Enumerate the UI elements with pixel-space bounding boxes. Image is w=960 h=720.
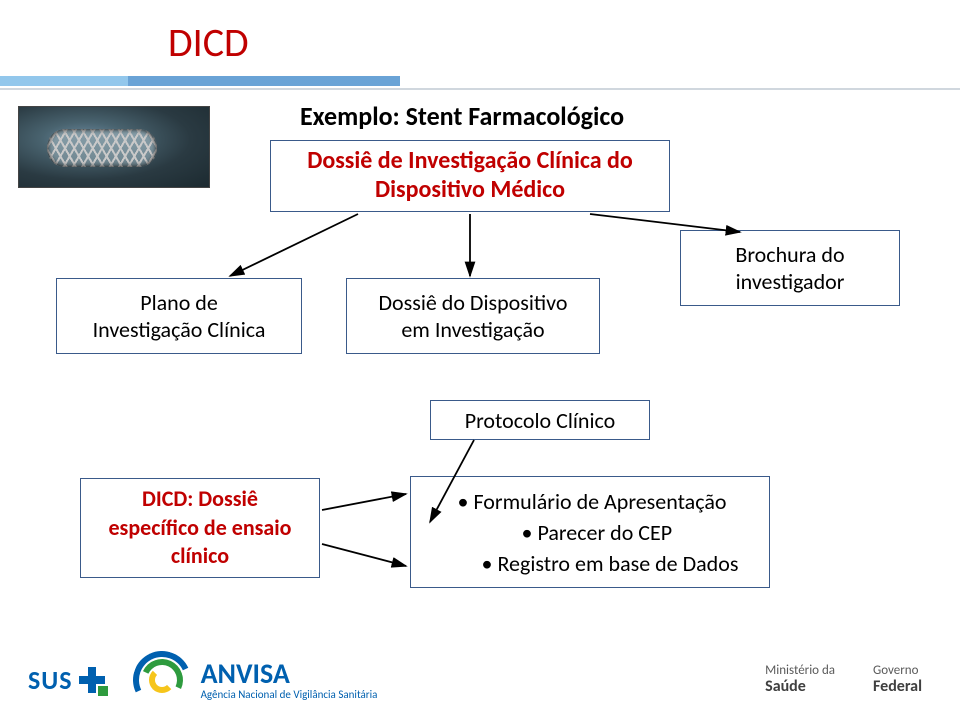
- federal-government: Governo Federal: [873, 664, 922, 696]
- text-line: específico de ensaio: [108, 514, 291, 543]
- slide-title: DICD: [168, 18, 249, 67]
- logo-sus: SUS: [28, 664, 105, 696]
- header-underline: [0, 88, 960, 90]
- text-line: clínico: [171, 542, 229, 571]
- text-line: Protocolo Clínico: [465, 407, 616, 434]
- footer-logos: SUS ANVISA Agência Nacional de Vigilânci…: [0, 640, 960, 720]
- text-line: Dossiê do Dispositivo: [378, 289, 567, 317]
- list-item: Parecer do CEP: [442, 519, 739, 546]
- text-line: Federal: [873, 678, 922, 696]
- box-dossier-clinical-device: Dossiê de Investigação Clínica do Dispos…: [270, 140, 670, 212]
- bullet-list: Formulário de Apresentação Parecer do CE…: [442, 484, 739, 581]
- slide: DICD Exemplo: Stent Farmacológico Dossiê…: [0, 0, 960, 720]
- text-line: em Investigação: [401, 316, 544, 344]
- list-item: Formulário de Apresentação: [442, 488, 739, 515]
- anvisa-text: ANVISA Agência Nacional de Vigilância Sa…: [201, 660, 378, 701]
- text-line: Saúde: [765, 678, 835, 696]
- stent-mesh-icon: [47, 129, 157, 167]
- plus-icon: [79, 667, 105, 693]
- anvisa-mark-icon: [133, 651, 191, 709]
- text-line: Dossiê de Investigação Clínica do: [307, 147, 633, 176]
- logo-anvisa: ANVISA Agência Nacional de Vigilância Sa…: [133, 651, 378, 709]
- text-line: DICD: Dossiê: [142, 485, 258, 514]
- box-investigator-brochure: Brochura do investigador: [680, 230, 900, 306]
- text-line: Dispositivo Médico: [375, 176, 565, 205]
- anvisa-subtitle: Agência Nacional de Vigilância Sanitária: [201, 688, 378, 701]
- box-investigation-plan: Plano de Investigação Clínica: [56, 278, 302, 354]
- box-dicd-specific: DICD: Dossiê específico de ensaio clínic…: [80, 478, 320, 578]
- sus-text: SUS: [28, 664, 73, 696]
- anvisa-name: ANVISA: [201, 660, 378, 688]
- header-color-bar: [0, 76, 400, 86]
- box-bullet-list: Formulário de Apresentação Parecer do CE…: [410, 476, 770, 588]
- text-line: Ministério da: [765, 664, 835, 678]
- text-line: Investigação Clínica: [93, 316, 266, 344]
- box-clinical-protocol: Protocolo Clínico: [430, 400, 650, 440]
- text-line: Brochura do: [735, 241, 844, 269]
- list-item: Registro em base de Dados: [442, 550, 739, 577]
- ministry-health: Ministério da Saúde: [765, 664, 835, 696]
- stent-illustration: [18, 106, 210, 188]
- slide-subtitle: Exemplo: Stent Farmacológico: [300, 100, 624, 132]
- text-line: Plano de: [140, 289, 218, 317]
- text-line: investigador: [736, 268, 845, 296]
- box-device-dossier: Dossiê do Dispositivo em Investigação: [346, 278, 600, 354]
- text-line: Governo: [873, 664, 922, 678]
